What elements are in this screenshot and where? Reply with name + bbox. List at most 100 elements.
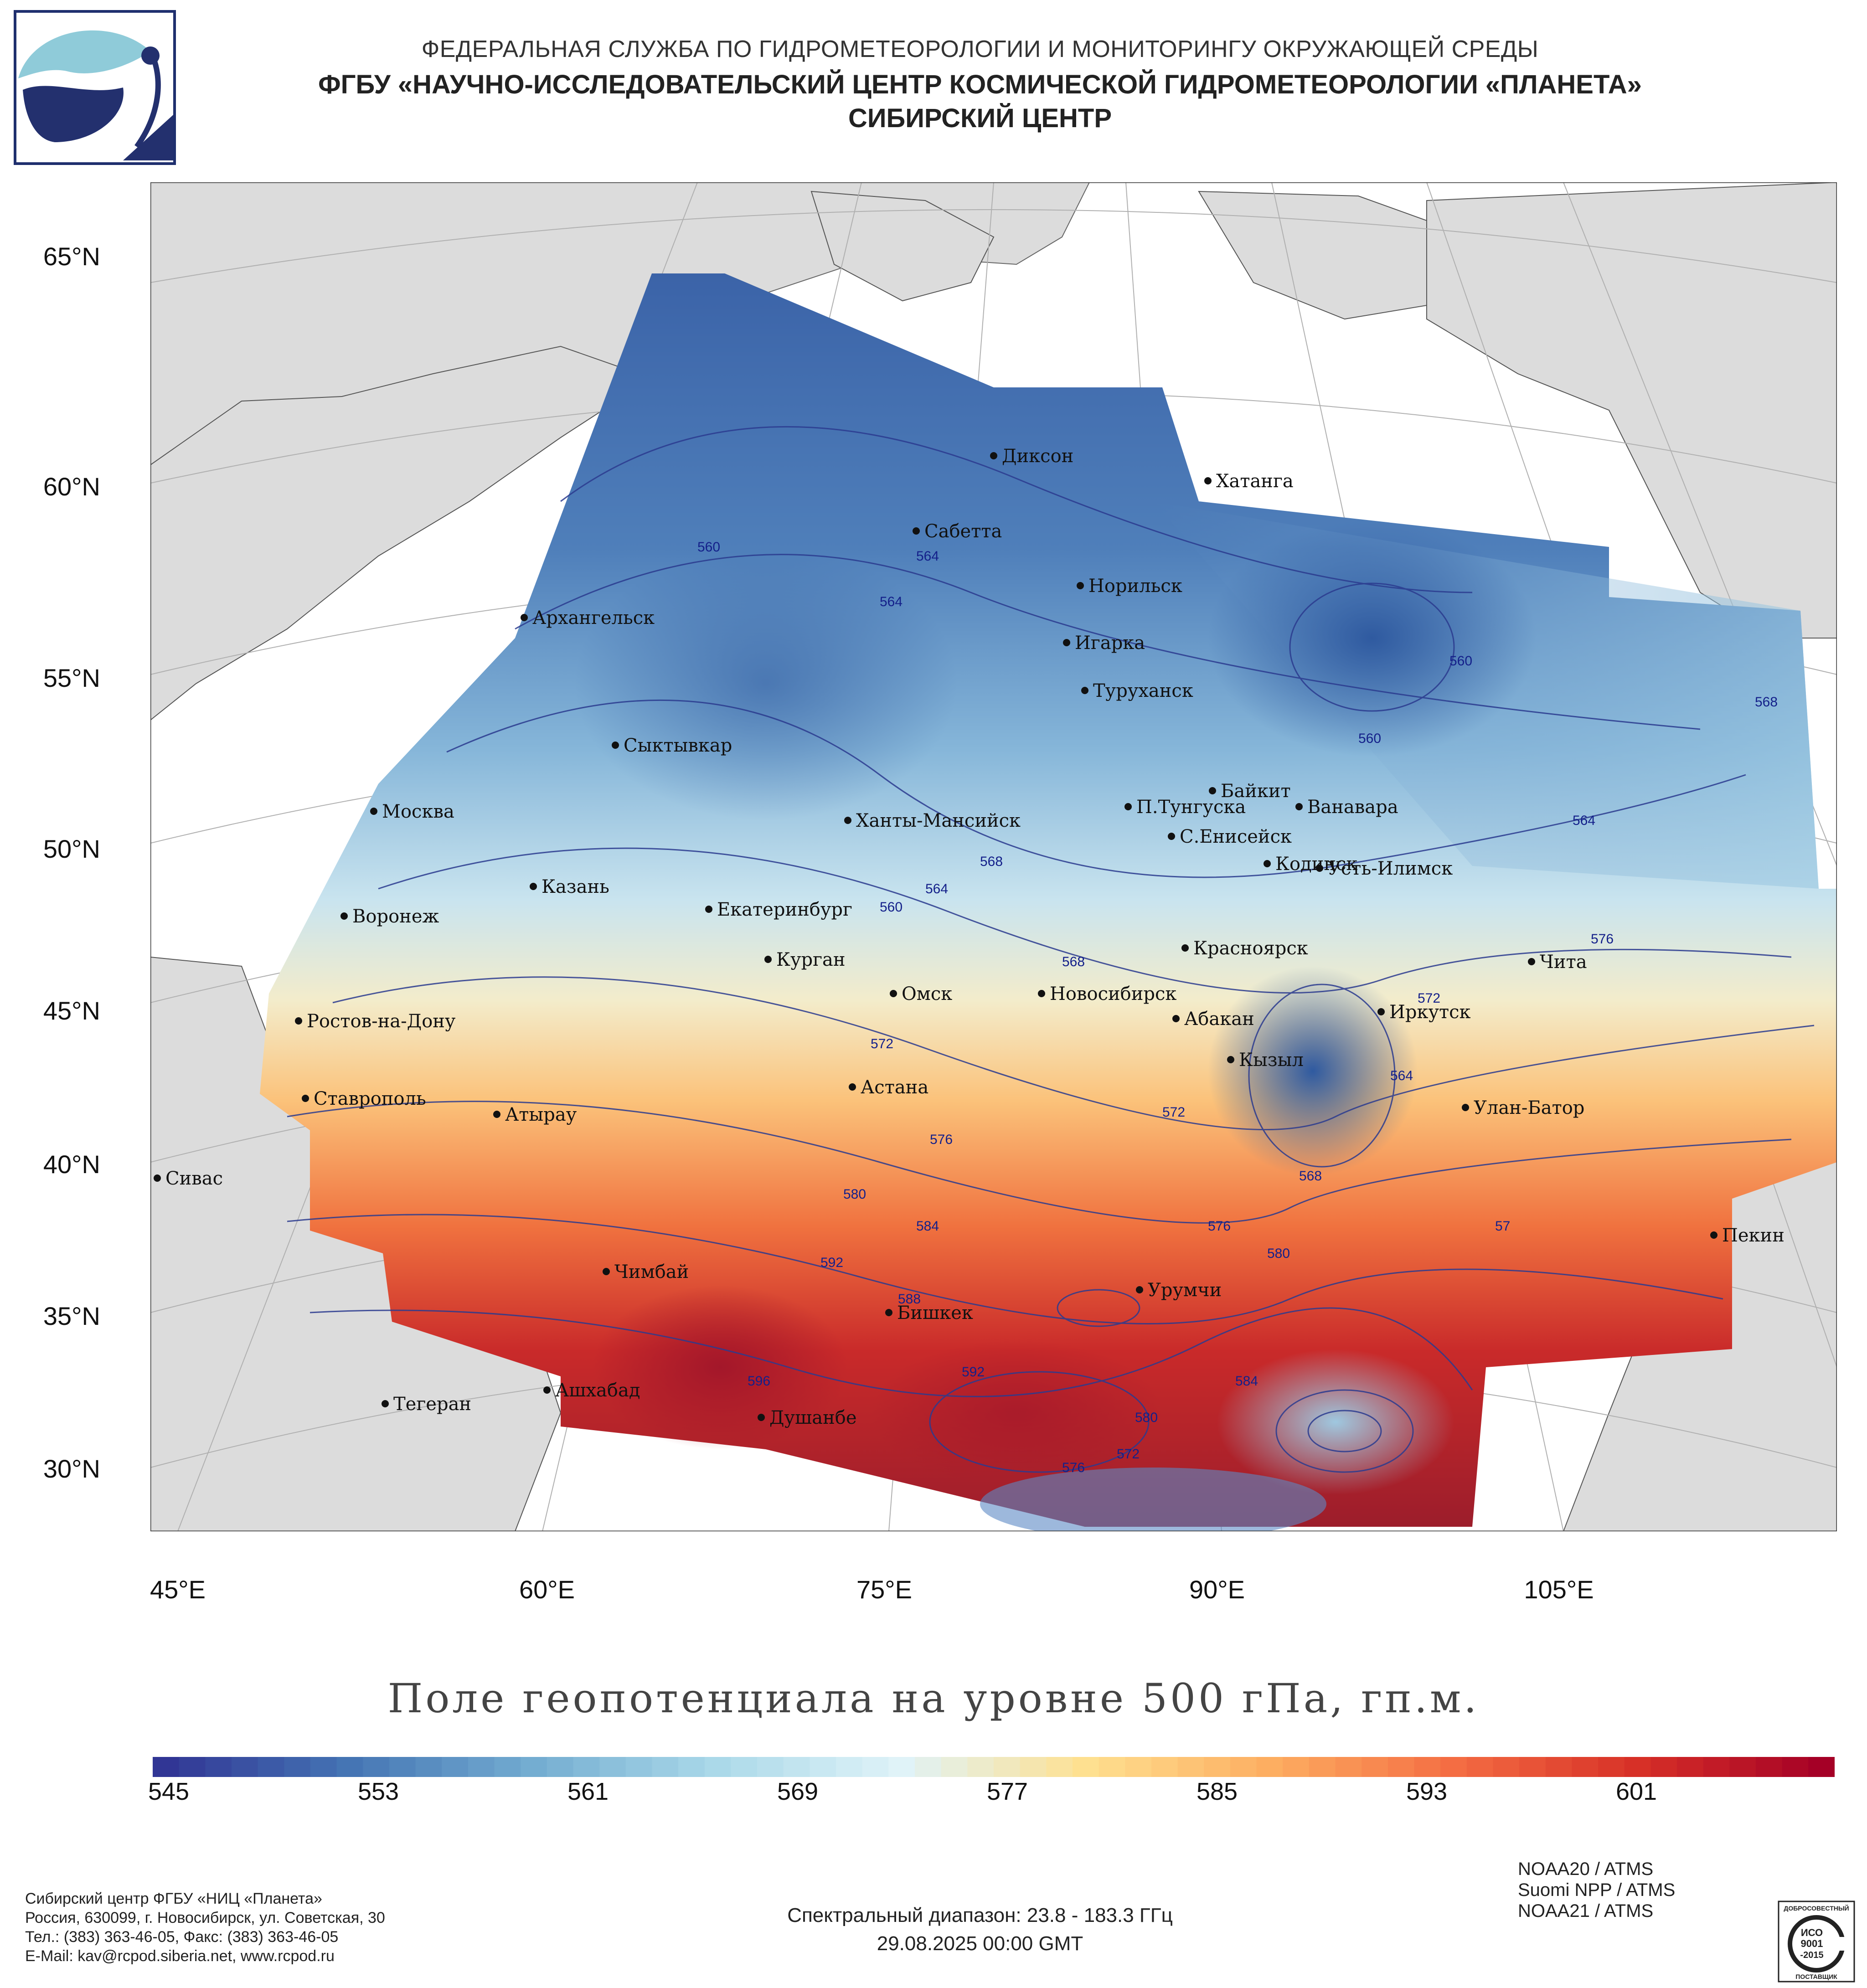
city-dot [1227,1056,1234,1063]
contour-label: 564 [1573,813,1595,828]
city-label: Бишкек [897,1303,973,1324]
city-marker: Тегеран [382,1394,471,1415]
colorbar-tick-585: 585 [1196,1778,1238,1805]
city-label: Курган [776,949,846,970]
city-marker: Екатеринбург [705,899,852,920]
colorbar-cell [1072,1757,1099,1777]
city-marker: Сабетта [913,521,1002,542]
contour-label: 576 [1591,932,1614,947]
city-label: Сыктывкар [624,735,732,756]
colorbar-cell [573,1757,600,1777]
city-dot [1081,687,1088,694]
city-label: Хатанга [1216,471,1294,492]
colorbar-tick-569: 569 [777,1778,819,1805]
footer-email: E-Mail: kav@rcpod.siberia.net, www.rcpod… [25,1947,335,1965]
colorbar-cell [494,1757,521,1777]
colorbar-tick-561: 561 [567,1778,609,1805]
city-label: Диксон [1002,446,1073,467]
city-dot [493,1111,500,1118]
city-dot [1209,787,1216,794]
city-dot [844,817,851,824]
city-dot [913,527,920,535]
cert-2015: -2015 [1800,1950,1823,1960]
city-dot [1264,860,1271,867]
colorbar-cell [1466,1757,1494,1777]
contour-label: 572 [1162,1105,1185,1120]
city-label: Казань [542,876,609,897]
colorbar-cell [1440,1757,1467,1777]
footer-org: Сибирский центр ФГБУ «НИЦ «Планета» [25,1890,322,1907]
city-dot [543,1386,551,1394]
contour-label: 564 [1390,1068,1413,1083]
colorbar-cell [1099,1757,1126,1777]
city-dot [1168,833,1175,840]
city-dot [1316,865,1323,872]
contour-label: 584 [916,1219,939,1234]
colorbar-tick-601: 601 [1615,1778,1657,1805]
city-marker: Ханты-Мансийск [844,810,1021,831]
city-marker: Курган [764,949,846,970]
city-label: П.Тунгуска [1136,797,1246,818]
lon-label-45: 45°E [150,1575,206,1604]
city-marker: Иркутск [1377,1002,1471,1023]
city-marker: Ростов-на-Дону [295,1011,456,1032]
city-marker: Омск [890,984,952,1004]
lon-label-90: 90°E [1189,1575,1245,1604]
city-marker: Архангельск [521,608,655,628]
city-dot [295,1017,302,1025]
satellite-swath [260,273,1837,1531]
city-label: Атырау [505,1104,577,1125]
city-label: Пекин [1722,1225,1784,1246]
city-marker: Москва [370,801,454,822]
cert-top: ДОБРОСОВЕСТНЫЙ [1784,1904,1849,1912]
header-institute: ФГБУ «НАУЧНО-ИССЛЕДОВАТЕЛЬСКИЙ ЦЕНТР КОС… [318,70,1642,99]
city-marker: С.Енисейск [1168,826,1292,847]
colorbar [153,1757,1835,1777]
colorbar-cell [783,1757,810,1777]
city-dot [1710,1231,1717,1239]
city-marker: Урумчи [1136,1280,1222,1301]
colorbar-cell [284,1757,311,1777]
colorbar-cell [731,1757,758,1777]
city-marker: Красноярск [1181,938,1308,959]
colorbar-cell [1283,1757,1310,1777]
city-dot [1124,803,1132,810]
colorbar-cell [652,1757,679,1777]
city-label: Екатеринбург [717,899,852,920]
colorbar-cell [1151,1757,1178,1777]
city-marker: Норильск [1077,576,1182,597]
colorbar-tick-577: 577 [986,1778,1028,1805]
colorbar-cell [1020,1757,1047,1777]
cert-9001: 9001 [1801,1938,1823,1949]
colorbar-cell [1335,1757,1362,1777]
colorbar-cell [1519,1757,1546,1777]
map-title: Поле геопотенциала на уровне 500 гПа, гп… [387,1675,1480,1722]
header-agency: ФЕДЕРАЛЬНАЯ СЛУЖБА ПО ГИДРОМЕТЕОРОЛОГИИ … [421,36,1539,62]
colorbar-cell [1782,1757,1809,1777]
city-dot [890,990,897,997]
city-marker: Сыктывкар [612,735,732,756]
city-marker: Диксон [990,446,1073,467]
city-marker: Улан-Батор [1462,1097,1584,1118]
contour-label: 560 [880,900,903,915]
city-label: Кызыл [1239,1050,1304,1071]
colorbar-cell [1677,1757,1704,1777]
city-marker: Ашхабад [543,1380,640,1401]
city-label: Туруханск [1093,680,1193,701]
city-marker: Байкит [1209,781,1291,802]
contour-label: 564 [925,881,948,896]
contour-label: 580 [1135,1410,1158,1425]
city-dot [1077,582,1084,589]
city-marker: Ванавара [1295,797,1398,818]
city-marker: Туруханск [1081,680,1193,701]
contour-label: 572 [871,1036,893,1051]
colorbar-cell [625,1757,653,1777]
colorbar-cell [757,1757,784,1777]
satellite-list: NOAA20 / ATMS Suomi NPP / ATMS NOAA21 / … [1518,1859,1675,1921]
city-label: Чита [1540,952,1587,973]
contour-label: 568 [1299,1169,1322,1184]
colorbar-cell [810,1757,837,1777]
city-marker: Душанбе [758,1407,857,1428]
city-dot [1462,1104,1469,1111]
city-label: Урумчи [1148,1280,1222,1301]
